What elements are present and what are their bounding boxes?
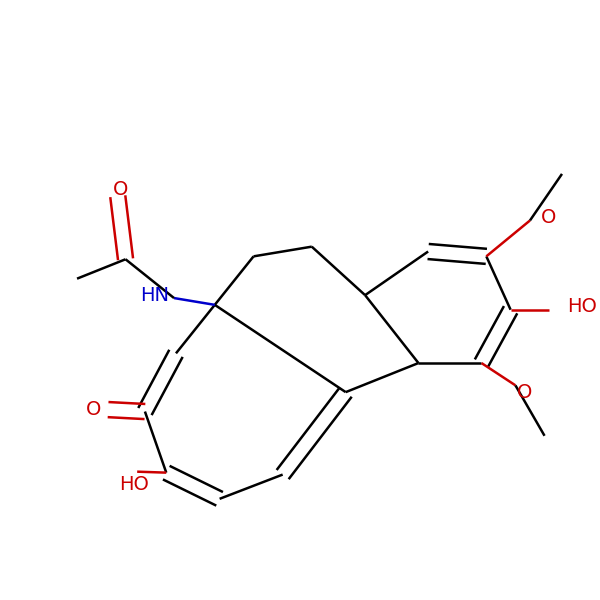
Text: HN: HN: [140, 286, 169, 305]
Text: HO: HO: [119, 475, 149, 494]
Text: HO: HO: [567, 297, 597, 316]
Text: O: O: [113, 180, 128, 199]
Text: O: O: [86, 400, 101, 419]
Text: O: O: [541, 208, 556, 227]
Text: O: O: [517, 383, 532, 402]
